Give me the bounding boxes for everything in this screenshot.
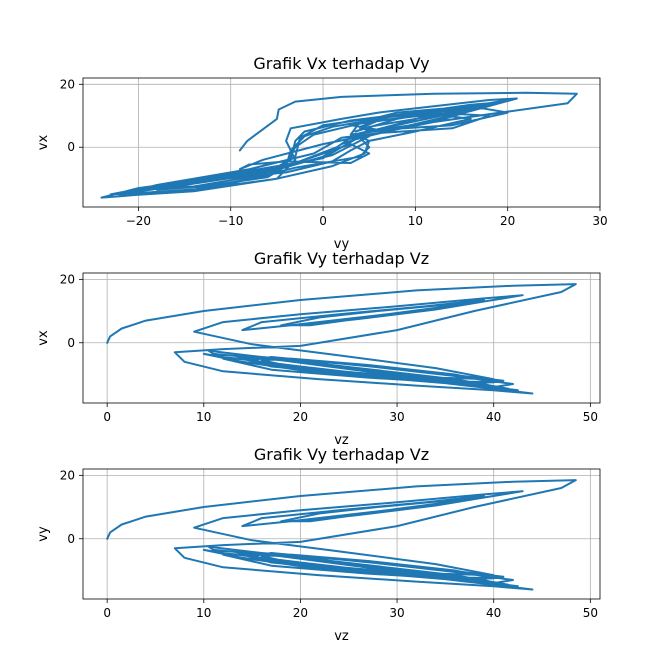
x-tick-label: 10 bbox=[196, 606, 211, 620]
y-axis-label: vy bbox=[36, 526, 51, 542]
x-axis-label: vz bbox=[334, 433, 349, 448]
x-tick-label: 0 bbox=[103, 606, 111, 620]
x-tick-label: 20 bbox=[293, 606, 308, 620]
axes-frame bbox=[82, 468, 601, 600]
x-axis-label: vz bbox=[334, 629, 349, 644]
y-tick-label: 20 bbox=[60, 468, 75, 482]
y-tick-label: 0 bbox=[67, 336, 75, 350]
chart-title: Grafik Vy terhadap Vz bbox=[254, 249, 429, 268]
y-tick-label: 20 bbox=[60, 77, 75, 91]
panel-3: 0 10 20 30 40 50 0 20 Grafik Vy terhadap Vz vz vy bbox=[36, 445, 601, 644]
x-tick-label: −10 bbox=[218, 214, 243, 228]
series-line bbox=[100, 91, 578, 199]
x-tick-label: 30 bbox=[592, 214, 607, 228]
axes-frame bbox=[82, 77, 601, 208]
x-tick-label: 40 bbox=[486, 410, 501, 424]
panel-2: 0 10 20 30 40 50 0 20 Grafik Vy terhadap Vz vz vx bbox=[36, 249, 601, 448]
x-axis-label: vy bbox=[334, 237, 350, 252]
axes-frame bbox=[82, 272, 601, 404]
y-tick-label: 0 bbox=[67, 532, 75, 546]
y-tick-label: 20 bbox=[60, 272, 75, 286]
y-axis-label: vx bbox=[36, 135, 51, 151]
series-line bbox=[106, 479, 577, 591]
x-tick-label: 10 bbox=[196, 410, 211, 424]
x-tick-label: 0 bbox=[319, 214, 327, 228]
chart-title: Grafik Vx terhadap Vy bbox=[253, 54, 429, 73]
x-tick-label: 0 bbox=[103, 410, 111, 424]
x-tick-label: 20 bbox=[293, 410, 308, 424]
x-tick-label: 20 bbox=[500, 214, 515, 228]
x-tick-label: 30 bbox=[389, 410, 404, 424]
x-tick-label: 40 bbox=[486, 606, 501, 620]
x-tick-label: 50 bbox=[583, 606, 598, 620]
chart-title: Grafik Vy terhadap Vz bbox=[254, 445, 429, 464]
x-tick-label: 10 bbox=[408, 214, 423, 228]
x-tick-label: 30 bbox=[389, 606, 404, 620]
x-tick-label: −20 bbox=[126, 214, 151, 228]
y-axis-label: vx bbox=[36, 330, 51, 346]
panel-1: −20 −10 0 10 20 30 0 20 Grafik Vx terhadap Vy vy v… bbox=[36, 54, 608, 252]
y-tick-label: 0 bbox=[67, 140, 75, 154]
x-tick-label: 50 bbox=[583, 410, 598, 424]
series-line bbox=[106, 283, 577, 395]
